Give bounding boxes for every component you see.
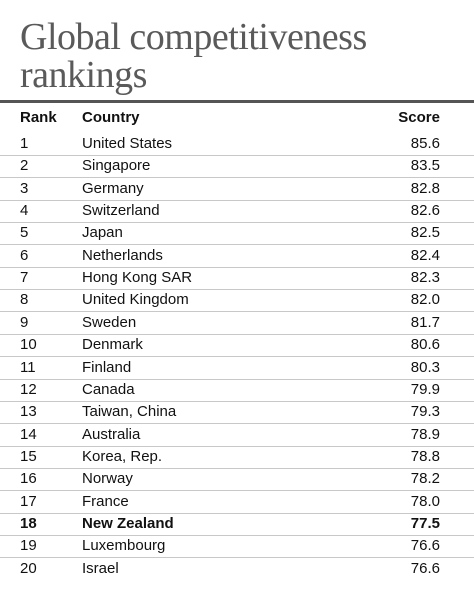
cell: New Zealand: [82, 514, 174, 532]
cell: 78.8: [410, 447, 440, 465]
table-row: 9 Sweden 81.7: [0, 312, 474, 335]
cell: United Kingdom: [82, 291, 189, 309]
cell: 82.5: [410, 224, 440, 242]
cell: 11: [20, 358, 36, 376]
cell: 16: [20, 470, 37, 488]
table-row: 8 United Kingdom 82.0: [0, 289, 474, 313]
cell: Rank: [20, 109, 57, 126]
cell: 82.8: [410, 179, 440, 197]
cell: 78.0: [410, 492, 440, 510]
header-row: Rank Country Score: [0, 107, 474, 129]
cell: Korea, Rep.: [82, 447, 163, 465]
cell: Netherlands: [82, 246, 163, 264]
table-row: 2 Singapore 83.5: [0, 155, 474, 179]
cell: 2: [20, 157, 29, 175]
cell: United States: [82, 135, 173, 152]
cell: 82.4: [410, 246, 440, 264]
cell: 8: [20, 291, 29, 309]
cell: 12: [20, 380, 37, 398]
cell: 6: [20, 246, 29, 264]
cell: Denmark: [82, 336, 143, 354]
cell: 17: [20, 492, 37, 510]
cell: France: [82, 492, 129, 510]
cell: 76.6: [410, 537, 440, 555]
cell: Switzerland: [82, 202, 160, 220]
cell: 20: [20, 559, 37, 577]
table-row: 16 Norway 78.2: [0, 468, 474, 492]
cell: Singapore: [82, 157, 151, 175]
cell: Norway: [82, 470, 133, 488]
cell: 81.7: [410, 313, 440, 331]
cell: Country: [82, 109, 140, 126]
title: Global competitiveness rankings: [20, 16, 367, 96]
table-row: 18 New Zealand 77.5: [0, 513, 474, 536]
table-row: 14 Australia 78.9: [0, 424, 474, 447]
table-row: 6 Netherlands 82.4: [0, 245, 474, 268]
cell: Taiwan, China: [82, 403, 177, 421]
table-row: 20 Israel 76.6: [0, 558, 474, 580]
cell: Australia: [82, 425, 141, 443]
cell: Sweden: [82, 313, 137, 331]
cell: Score: [398, 109, 440, 126]
cell: 78.2: [410, 470, 440, 488]
cell: Hong Kong SAR: [82, 269, 193, 287]
cell: 79.9: [410, 380, 440, 398]
cell: 9: [20, 313, 29, 331]
table-row: 13 Taiwan, China 79.3: [0, 401, 474, 425]
cell: Canada: [82, 380, 135, 398]
cell: 82.3: [410, 269, 440, 287]
table-row: 19 Luxembourg 76.6: [0, 535, 474, 559]
cell: 85.6: [410, 135, 440, 152]
table-row: 12 Canada 79.9: [0, 379, 474, 402]
cell: 7: [20, 269, 29, 287]
cell: 80.6: [410, 336, 440, 354]
cell: Japan: [82, 224, 123, 242]
cell: 3: [20, 179, 29, 197]
cell: 82.0: [410, 291, 440, 309]
cell: 10: [20, 336, 37, 354]
table-row: 7 Hong Kong SAR 82.3: [0, 267, 474, 291]
cell: Luxembourg: [82, 537, 166, 555]
table-row: 10 Denmark 80.6: [0, 334, 474, 358]
table-row: 5 Japan 82.5: [0, 222, 474, 246]
cell: 15: [20, 447, 37, 465]
cell: 18: [20, 514, 37, 532]
cell: Germany: [82, 179, 144, 197]
table-row: 17 France 78.0: [0, 491, 474, 514]
cell: 78.9: [410, 425, 440, 443]
table-row: 3 Germany 82.8: [0, 178, 474, 201]
cell: 19: [20, 537, 37, 555]
cell: Finland: [82, 358, 132, 376]
cell: 5: [20, 224, 29, 242]
table-row: 1 United States 85.6: [0, 133, 474, 156]
title-rule: [0, 100, 474, 103]
cell: 79.3: [410, 403, 440, 421]
table-row: 4 Switzerland 82.6: [0, 200, 474, 224]
cell: 1: [20, 135, 29, 152]
cell: 13: [20, 403, 37, 421]
cell: 83.5: [410, 157, 440, 175]
cell: 82.6: [410, 202, 440, 220]
table-row: 15 Korea, Rep. 78.8: [0, 446, 474, 469]
cell: 76.6: [410, 559, 440, 577]
cell: Israel: [82, 559, 119, 577]
cell: 77.5: [410, 514, 440, 532]
table-row: 11 Finland 80.3: [0, 357, 474, 380]
cell: 4: [20, 202, 29, 220]
cell: 14: [20, 425, 37, 443]
cell: 80.3: [410, 358, 440, 376]
